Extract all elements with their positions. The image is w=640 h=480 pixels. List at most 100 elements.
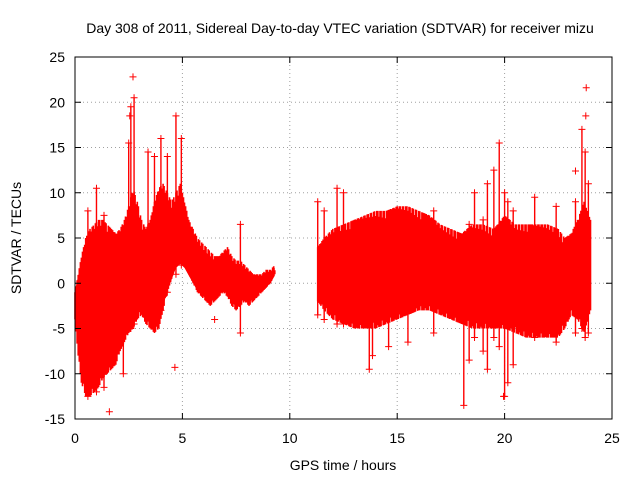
- outlier-point: [571, 167, 579, 175]
- x-tick-label: 10: [282, 430, 298, 446]
- spike-top-marker: [471, 189, 479, 197]
- spike-top-marker: [578, 125, 586, 133]
- data-band-core: [317, 214, 591, 330]
- spike-top-marker: [177, 134, 185, 142]
- spike-top-marker: [504, 198, 512, 206]
- spike-top-marker: [236, 220, 244, 228]
- spike-bottom-marker: [130, 320, 138, 328]
- outlier-point: [211, 315, 219, 323]
- spike-bottom-marker: [157, 306, 165, 314]
- spike-bottom-marker: [483, 365, 491, 373]
- spike-top-marker: [495, 139, 503, 147]
- axis-ticks: 0 5 10 15 20 25 -15 -10 -5 0 5 10 15 20 25: [45, 49, 620, 446]
- spike-bottom-marker: [460, 401, 468, 409]
- spike-top-marker: [157, 134, 165, 142]
- outlier-point: [105, 408, 113, 416]
- spike-top-marker: [340, 189, 347, 197]
- x-tick-label: 20: [497, 430, 513, 446]
- spike-bottom-marker: [100, 383, 108, 391]
- spike-top-marker: [479, 216, 487, 224]
- spike-bottom-marker: [509, 361, 517, 369]
- spike-bottom-marker: [127, 325, 135, 332]
- spike-bottom-marker: [144, 306, 152, 314]
- spike-top-marker: [84, 207, 92, 215]
- x-tick-label: 25: [604, 430, 620, 446]
- spike-bottom-marker: [119, 370, 127, 378]
- spike-top-marker: [172, 112, 180, 120]
- spike-bottom-marker: [150, 311, 158, 319]
- spike-top-marker: [92, 184, 100, 192]
- outlier-point: [582, 112, 590, 120]
- spike-bottom-marker: [368, 352, 376, 360]
- spike-bottom-marker: [578, 325, 586, 332]
- y-tick-label: 0: [57, 275, 65, 291]
- spike-top-marker: [571, 198, 579, 206]
- outlier-point: [126, 112, 134, 120]
- y-tick-label: 5: [57, 230, 65, 246]
- outlier-point: [171, 363, 179, 371]
- spike-top-marker: [385, 234, 393, 242]
- spike-top-marker: [531, 193, 539, 201]
- spike-top-marker: [365, 252, 373, 260]
- spike-bottom-marker: [490, 334, 498, 342]
- y-tick-label: -5: [53, 321, 66, 337]
- spike-top-marker: [314, 198, 322, 206]
- spike-top-marker: [163, 153, 171, 161]
- spike-top-marker: [490, 166, 498, 174]
- spike-bottom-marker: [495, 343, 503, 351]
- y-tick-label: -10: [45, 366, 65, 382]
- outlier-point: [500, 392, 508, 400]
- spike-top-marker: [320, 207, 328, 215]
- y-axis-label: SDTVAR / TECUs: [8, 182, 24, 294]
- spike-bottom-marker: [385, 343, 393, 351]
- outlier-point: [129, 73, 137, 81]
- spike-bottom-marker: [471, 334, 479, 342]
- spike-top-marker: [368, 243, 376, 251]
- x-tick-label: 5: [179, 430, 187, 446]
- spike-top-marker: [430, 207, 438, 215]
- spike-bottom-marker: [92, 388, 100, 396]
- spike-top-marker: [404, 216, 412, 224]
- spike-bottom-marker: [584, 329, 592, 337]
- spike-bottom-marker: [172, 270, 180, 278]
- spike-top-marker: [509, 207, 517, 215]
- x-tick-label: 15: [389, 430, 405, 446]
- spike-top-marker: [465, 220, 473, 228]
- data-band-core: [75, 198, 275, 380]
- spike-bottom-marker: [163, 288, 171, 296]
- spike-bottom-marker: [465, 356, 473, 364]
- spike-top-marker: [144, 148, 152, 156]
- y-tick-label: 10: [49, 185, 65, 201]
- spike-bottom-marker: [571, 329, 579, 337]
- spike-bottom-marker: [84, 392, 92, 400]
- spike-top-marker: [119, 234, 127, 242]
- spike-top-marker: [483, 180, 491, 188]
- spike-bottom-marker: [340, 320, 347, 328]
- spike-top-marker: [333, 184, 341, 192]
- spike-bottom-marker: [479, 347, 487, 355]
- x-axis-label: GPS time / hours: [290, 457, 397, 473]
- y-tick-label: 20: [49, 94, 65, 110]
- spike-bottom-marker: [504, 379, 512, 387]
- spike-bottom-marker: [320, 315, 328, 323]
- spike-top-marker: [460, 234, 468, 242]
- spike-top-marker: [130, 94, 138, 102]
- data-series: [74, 73, 592, 416]
- spike-bottom-marker: [531, 334, 539, 342]
- spike-top-marker: [127, 103, 135, 111]
- outlier-point: [582, 84, 590, 92]
- y-tick-label: 25: [49, 49, 65, 65]
- spike-bottom-marker: [404, 338, 412, 346]
- spike-top-marker: [552, 202, 560, 210]
- chart-title: Day 308 of 2011, Sidereal Day-to-day VTE…: [86, 20, 594, 36]
- x-tick-label: 0: [71, 430, 79, 446]
- spike-bottom-marker: [236, 329, 244, 337]
- y-tick-label: -15: [45, 411, 65, 427]
- spike-bottom-marker: [333, 320, 341, 328]
- spike-bottom-marker: [177, 261, 185, 269]
- spike-bottom-marker: [430, 329, 438, 337]
- spike-top-marker: [501, 189, 509, 197]
- spike-bottom-marker: [581, 334, 589, 342]
- spike-top-marker: [100, 211, 108, 219]
